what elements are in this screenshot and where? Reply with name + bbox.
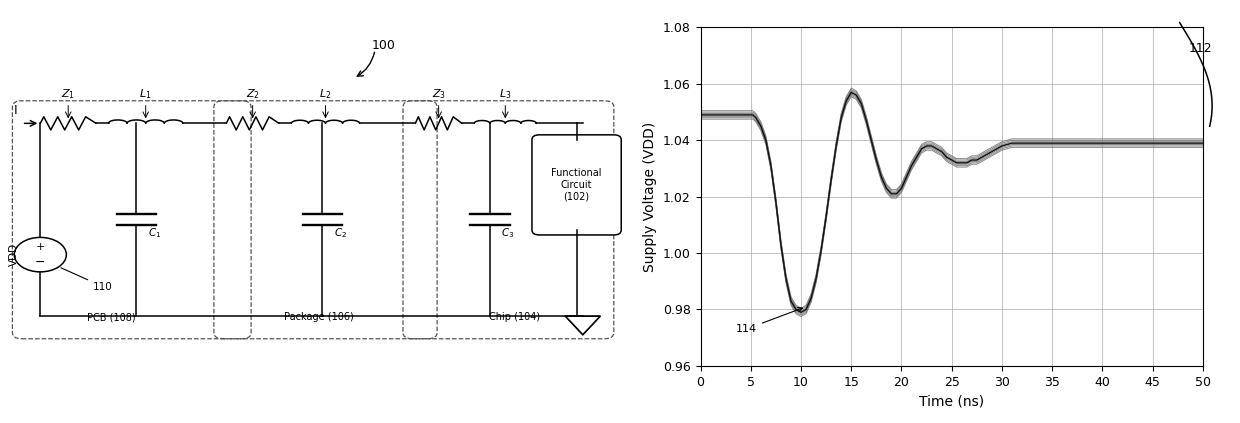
Text: $C_2$: $C_2$ xyxy=(334,226,347,240)
Text: $L_2$: $L_2$ xyxy=(320,87,331,101)
FancyBboxPatch shape xyxy=(532,135,621,235)
Text: Functional
Circuit
(102): Functional Circuit (102) xyxy=(552,168,601,201)
Text: PCB (108): PCB (108) xyxy=(87,312,136,322)
Text: $Z_1$: $Z_1$ xyxy=(61,87,76,101)
Text: −: − xyxy=(35,255,46,269)
Text: VDD: VDD xyxy=(9,243,19,266)
Text: 112: 112 xyxy=(1189,42,1213,55)
Text: I: I xyxy=(14,104,17,117)
Text: $Z_3$: $Z_3$ xyxy=(432,87,445,101)
Text: Chip (104): Chip (104) xyxy=(489,312,541,322)
Text: 114: 114 xyxy=(735,308,802,334)
Text: $L_1$: $L_1$ xyxy=(139,87,153,101)
Y-axis label: Supply Voltage (VDD): Supply Voltage (VDD) xyxy=(644,121,657,272)
Text: +: + xyxy=(36,242,45,252)
Text: $L_3$: $L_3$ xyxy=(498,87,512,101)
Text: Package (106): Package (106) xyxy=(284,312,355,322)
Text: $C_1$: $C_1$ xyxy=(148,226,161,240)
Text: 100: 100 xyxy=(372,39,396,52)
Text: $Z_2$: $Z_2$ xyxy=(246,87,259,101)
Polygon shape xyxy=(565,316,600,335)
Text: 110: 110 xyxy=(61,268,113,291)
X-axis label: Time (ns): Time (ns) xyxy=(919,394,985,408)
Text: $C_3$: $C_3$ xyxy=(501,226,515,240)
